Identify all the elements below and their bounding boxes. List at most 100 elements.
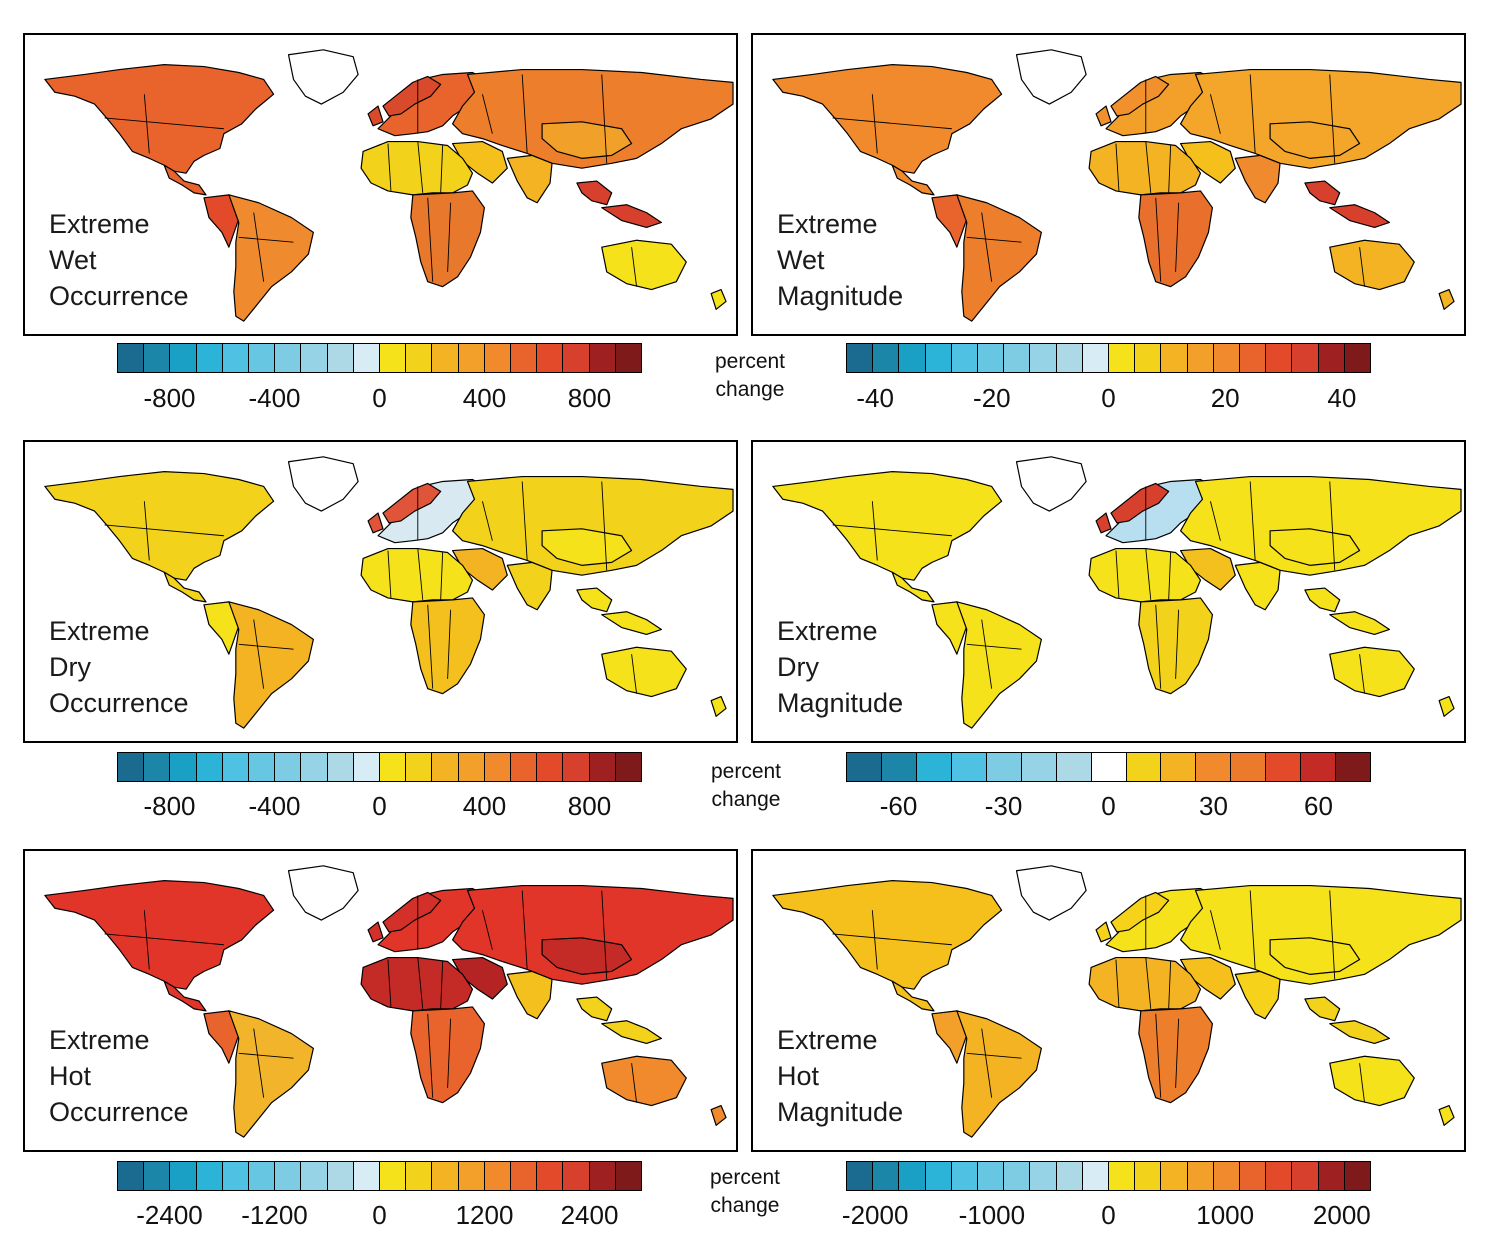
panel-label-line: Occurrence [49, 281, 189, 311]
region-sea [1304, 180, 1341, 206]
country-border [143, 910, 150, 970]
colorbar-ticks: -2400 -1200 0 1200 2400 [117, 1200, 642, 1234]
country-border [966, 643, 1022, 650]
map-panel-dry-magnitude: Extreme Dry Magnitude [751, 440, 1466, 743]
region-sa [956, 601, 1042, 729]
region-au [710, 289, 727, 310]
country-border [417, 141, 424, 193]
colorbar-tick-label: 400 [462, 383, 507, 413]
colorbar-swatch [1161, 344, 1188, 372]
country-border [417, 548, 424, 600]
colorbar-swatch [1030, 344, 1057, 372]
country-border [481, 94, 493, 134]
colorbar-swatch [1056, 344, 1083, 372]
country-border [447, 202, 452, 272]
colorbar-swatch [222, 344, 250, 372]
colorbar-tick-label: 30 [1199, 791, 1228, 821]
colorbar-swatch [847, 344, 874, 372]
colorbar-tick-label: 0 [1101, 383, 1116, 413]
colorbar-swatch [589, 753, 616, 781]
region-sea [601, 611, 663, 636]
colorbar-swatch [916, 753, 952, 781]
colorbar-swatch [978, 1162, 1005, 1190]
colorbar-swatch [1336, 753, 1371, 781]
region-na [772, 64, 1003, 174]
colorbar-swatch [1004, 1162, 1031, 1190]
colorbar-swatch [589, 344, 616, 372]
country-border [601, 481, 608, 571]
region-eu_n [367, 512, 384, 534]
colorbar-swatch [899, 1162, 926, 1190]
colorbar-swatch [1196, 753, 1232, 781]
map-panel-hot-magnitude: Extreme Hot Magnitude [751, 849, 1466, 1152]
region-af_s [410, 597, 486, 695]
colorbar-swatch [537, 1162, 564, 1190]
region-sea [1304, 996, 1341, 1022]
country-border [253, 212, 265, 282]
country-border [521, 74, 528, 154]
colorbar-swatch [249, 1162, 276, 1190]
country-border [1329, 74, 1336, 164]
colorbar-tick-label: -20 [973, 383, 1011, 413]
colorbar-swatch [1135, 344, 1162, 372]
colorbar-swatch [458, 1162, 485, 1190]
country-border [1155, 197, 1162, 282]
colorbar-swatch [1266, 344, 1293, 372]
colorbar-wet-occurrence [117, 343, 642, 373]
country-border [966, 1052, 1022, 1059]
country-border [1175, 1018, 1180, 1088]
region-eu_n [367, 105, 384, 127]
region-as [1179, 475, 1462, 576]
colorbar-swatch [275, 753, 302, 781]
country-border [440, 145, 444, 193]
country-border [631, 654, 638, 694]
region-ind [1234, 561, 1281, 611]
region-grn [287, 49, 359, 105]
colorbar-swatch [353, 344, 381, 372]
colorbar-swatch [563, 344, 590, 372]
region-au [710, 696, 727, 717]
country-border [417, 957, 424, 1009]
units-label: percent change [686, 758, 806, 814]
units-line: change [710, 1194, 780, 1217]
country-border [1115, 143, 1120, 191]
colorbar-swatch [327, 344, 354, 372]
region-as_c [541, 121, 633, 159]
units-label: percent change [690, 348, 810, 404]
country-border [631, 247, 638, 287]
colorbar-swatch [1318, 1162, 1345, 1190]
region-ind [506, 970, 553, 1020]
colorbar-tick-label: -30 [984, 791, 1023, 821]
panel-label-line: Magnitude [777, 281, 904, 311]
country-border [1145, 141, 1152, 193]
country-border [1329, 890, 1336, 980]
colorbar-swatch [1056, 753, 1092, 781]
region-af_s [410, 1006, 486, 1104]
region-au [1329, 1055, 1415, 1107]
colorbar-swatch [537, 753, 564, 781]
colorbar-swatch [170, 1162, 197, 1190]
panel-label: Extreme Dry Occurrence [49, 613, 189, 721]
colorbar-swatch [144, 344, 171, 372]
colorbar-swatch [432, 753, 459, 781]
colorbar-tick-label: -800 [143, 383, 196, 413]
colorbar-swatch [1126, 753, 1162, 781]
region-eu_n [1110, 891, 1170, 933]
region-eu_n [382, 75, 442, 117]
colorbar-swatch [1161, 1162, 1188, 1190]
country-border [601, 890, 608, 980]
country-border [871, 501, 878, 561]
region-au [1329, 239, 1415, 291]
country-border [1175, 202, 1180, 272]
units-line: change [711, 788, 781, 811]
colorbar-swatch [1240, 1162, 1267, 1190]
country-border [440, 961, 444, 1009]
region-af_s [1138, 597, 1214, 695]
region-af_s [1138, 190, 1214, 288]
region-ind [1234, 154, 1281, 204]
colorbar-swatch [1030, 1162, 1057, 1190]
colorbar-swatch [1240, 344, 1267, 372]
colorbar-swatch [406, 753, 433, 781]
region-na [163, 164, 207, 196]
region-as_c [1269, 528, 1361, 566]
